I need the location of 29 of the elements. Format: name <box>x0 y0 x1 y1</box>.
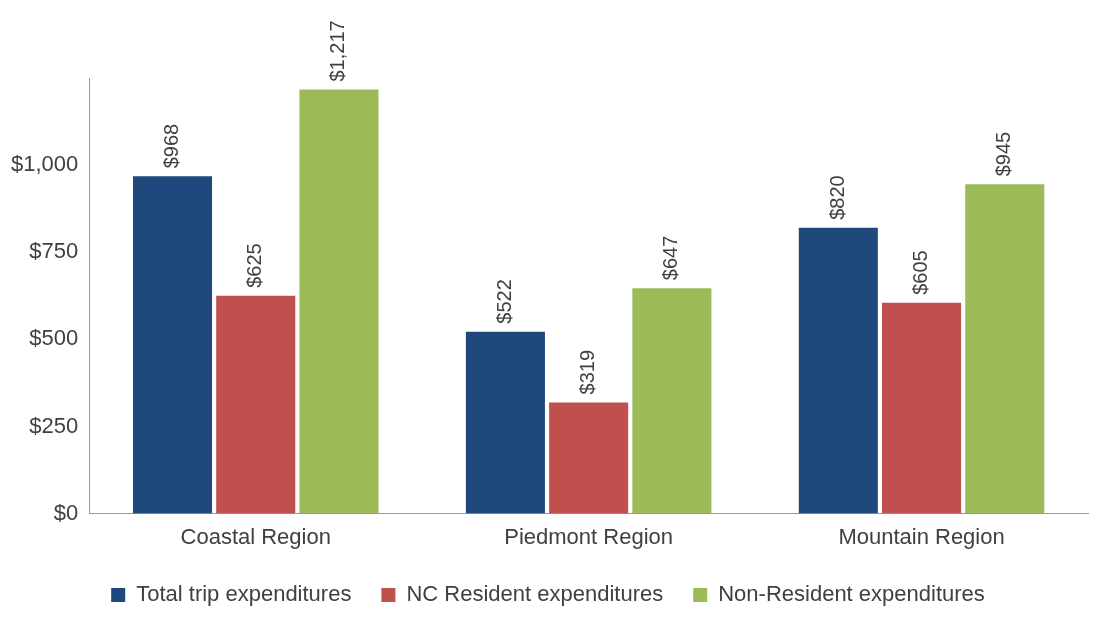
text: $522 <box>492 279 515 324</box>
bar <box>216 295 296 514</box>
bar <box>549 402 629 514</box>
bar <box>632 288 712 514</box>
text: $945 <box>992 131 1015 177</box>
bar <box>965 184 1045 514</box>
text: $605 <box>909 250 932 295</box>
text: $625 <box>243 243 266 288</box>
y-tick-label: $1,000 <box>10 151 79 177</box>
bar <box>299 89 379 514</box>
bar <box>882 302 962 514</box>
text: $1,217 <box>326 20 349 82</box>
text: $647 <box>659 235 682 281</box>
legend-label: Total trip expenditures <box>136 581 352 607</box>
x-tick-label: Mountain Region <box>838 523 1005 549</box>
bar <box>798 227 878 514</box>
legend-label: Non-Resident expenditures <box>718 581 985 607</box>
x-tick-label: Piedmont Region <box>504 523 674 549</box>
text: $820 <box>825 175 848 220</box>
legend-label: NC Resident expenditures <box>406 581 664 607</box>
x-tick-label: Coastal Region <box>180 523 331 549</box>
y-tick-label: $250 <box>29 412 79 438</box>
text: $319 <box>576 349 599 395</box>
text: $968 <box>160 123 183 169</box>
y-tick-label: $750 <box>29 238 79 264</box>
bar <box>132 176 213 514</box>
y-tick-label: $500 <box>29 325 79 351</box>
y-tick-label: $0 <box>53 499 79 525</box>
bar <box>465 331 545 514</box>
